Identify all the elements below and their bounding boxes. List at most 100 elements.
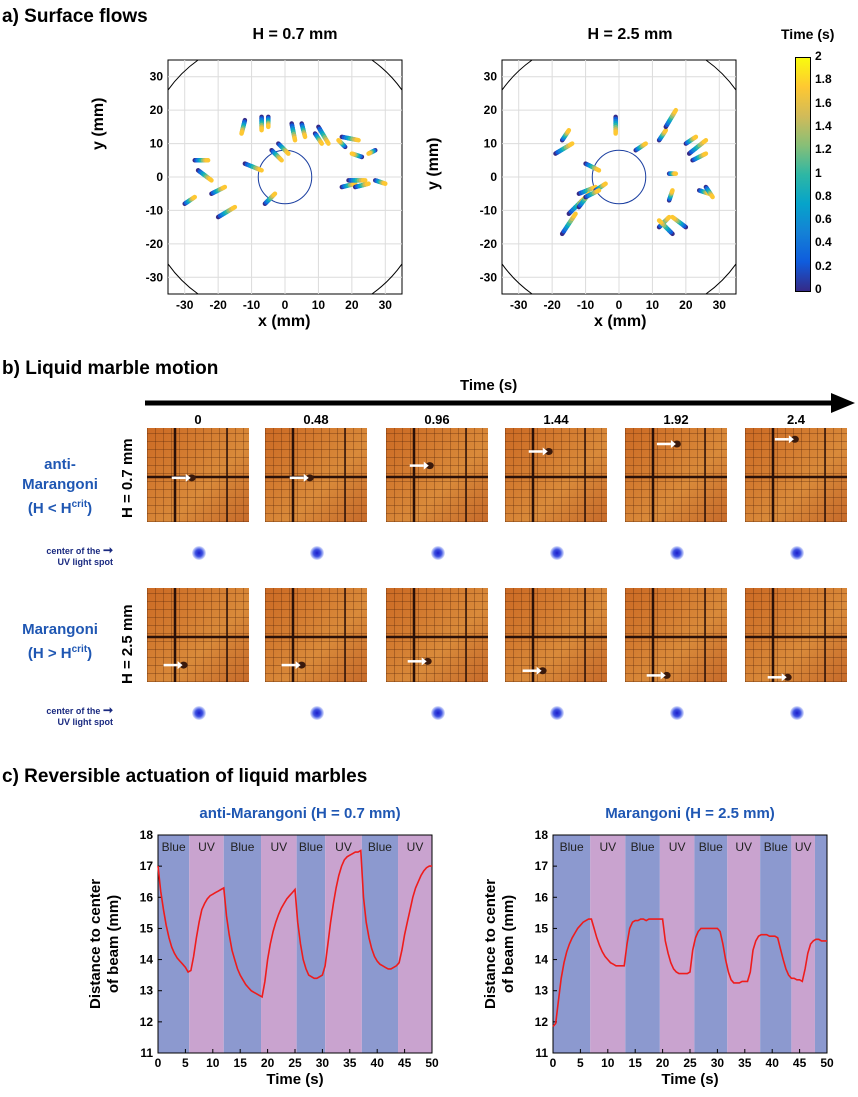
y-tick-label: 18 <box>535 828 549 842</box>
x-tick-label: 0 <box>616 298 623 312</box>
dish-edge <box>705 263 737 295</box>
marble-photo <box>625 428 727 522</box>
marble-photo <box>745 428 847 522</box>
marble <box>423 657 432 665</box>
panel-c-right-title: Marangoni (H = 2.5 mm) <box>605 805 775 822</box>
x-tick-label: 5 <box>577 1056 584 1070</box>
x-axis-label: Time (s) <box>661 1071 718 1088</box>
uv-spot-label-row2: center of the ➞ UV light spot <box>46 703 113 727</box>
row1-label: anti- Marangoni (H < Hcrit) <box>10 455 110 519</box>
marble <box>790 435 799 443</box>
panel-a-right-ylabel: y (mm) <box>425 137 442 190</box>
uv-spot-marker <box>790 706 804 720</box>
x-tick-label: 15 <box>629 1056 643 1070</box>
dish-edge <box>167 263 199 295</box>
flow-track <box>230 204 238 211</box>
y-tick-label: 15 <box>535 921 549 935</box>
illumination-band <box>659 835 695 1053</box>
distance-series-line <box>552 918 827 1028</box>
time-label: 0.48 <box>303 412 329 427</box>
x-tick-label: 35 <box>343 1056 357 1070</box>
flow-track <box>665 214 672 221</box>
dish-edge <box>501 59 533 91</box>
panel-a-left-title: H = 0.7 mm <box>252 26 338 43</box>
flow-track <box>701 137 709 145</box>
flow-track <box>257 167 264 173</box>
flow-track <box>284 150 291 156</box>
uv-spot-marker <box>192 546 206 560</box>
y-tick-label: -20 <box>480 237 498 251</box>
illumination-band <box>325 835 362 1053</box>
colorbar-tick-label: 0.6 <box>815 212 832 227</box>
marble <box>662 671 671 679</box>
marble-photo <box>147 588 249 682</box>
y-tick-label: -10 <box>146 203 164 217</box>
x-tick-label: -20 <box>543 298 561 312</box>
y-tick-label: 20 <box>150 103 164 117</box>
illumination-band <box>553 835 591 1053</box>
x-tick-label: 45 <box>793 1056 807 1070</box>
marble <box>672 440 681 448</box>
y-tick-label: 10 <box>484 137 498 151</box>
x-tick-label: 10 <box>312 298 326 312</box>
flow-track <box>709 193 715 200</box>
colorbar-ticks: 2 1.8 1.6 1.4 1.2 1 0.8 0.6 0.4 0.2 0 <box>815 49 855 301</box>
band-label: UV <box>407 840 424 854</box>
flow-track <box>565 127 572 134</box>
flow-track <box>271 191 278 198</box>
flow-track <box>672 107 679 115</box>
flow-track <box>567 141 575 148</box>
x-tick-label: 45 <box>398 1056 412 1070</box>
y-tick-label: 0 <box>156 170 163 184</box>
x-tick-label: 30 <box>713 298 727 312</box>
x-axis-label: Time (s) <box>266 1071 323 1088</box>
flow-track <box>591 184 598 191</box>
uv-spot-marker <box>550 706 564 720</box>
uv-spot-circle <box>591 149 647 205</box>
flow-track <box>595 167 602 173</box>
row1-label-line1: anti- <box>44 456 76 473</box>
colorbar-tick-label: 0.8 <box>815 188 832 203</box>
band-label: UV <box>599 840 616 854</box>
x-tick-label: -20 <box>209 298 227 312</box>
marble <box>179 661 188 669</box>
time-axis-label: Time (s) <box>460 377 518 394</box>
y-axis-label-line2: of beam (mm) <box>105 895 122 993</box>
illumination-band <box>590 835 626 1053</box>
illumination-band <box>361 835 399 1053</box>
panel-a-right-title: H = 2.5 mm <box>587 26 673 43</box>
colorbar-tick-label: 0 <box>815 282 822 296</box>
marble-photo <box>147 428 249 522</box>
colorbar-tick-label: 0.4 <box>815 235 832 250</box>
band-label: Blue <box>299 840 323 854</box>
flow-track <box>220 184 228 191</box>
actuation-chart-right: Blue UV Blue UV Blue UV Blue UV 0 5 10 15 20 25 30 35 40… <box>482 828 834 1088</box>
marble <box>538 667 547 675</box>
illumination-band <box>791 835 815 1053</box>
row2-side-label: H = 2.5 mm <box>119 604 136 684</box>
x-tick-label: -30 <box>510 298 528 312</box>
dish-edge <box>501 263 533 295</box>
y-tick-label: 13 <box>140 984 154 998</box>
x-tick-label: -30 <box>176 298 194 312</box>
uv-spot-marker <box>431 546 445 560</box>
colorbar-tick-label: 1.4 <box>815 118 832 133</box>
band-label: Blue <box>699 840 723 854</box>
x-tick-label: 0 <box>550 1056 557 1070</box>
band-label: Blue <box>764 840 788 854</box>
marble-photo <box>505 428 607 522</box>
row2-label: Marangoni (H > Hcrit) <box>10 620 110 664</box>
x-tick-label: 50 <box>425 1056 439 1070</box>
marble <box>783 673 792 681</box>
illumination-band <box>760 835 792 1053</box>
band-label: UV <box>669 840 686 854</box>
x-tick-label: 20 <box>656 1056 670 1070</box>
panel-a-right-xlabel: x (mm) <box>594 313 647 330</box>
time-arrow <box>145 393 855 413</box>
flow-track <box>318 140 325 146</box>
flow-track <box>662 127 669 134</box>
band-label: Blue <box>631 840 655 854</box>
y-tick-label: 0 <box>490 170 497 184</box>
y-tick-label: 17 <box>535 859 549 873</box>
colorbar-tick-label: 2 <box>815 49 822 63</box>
